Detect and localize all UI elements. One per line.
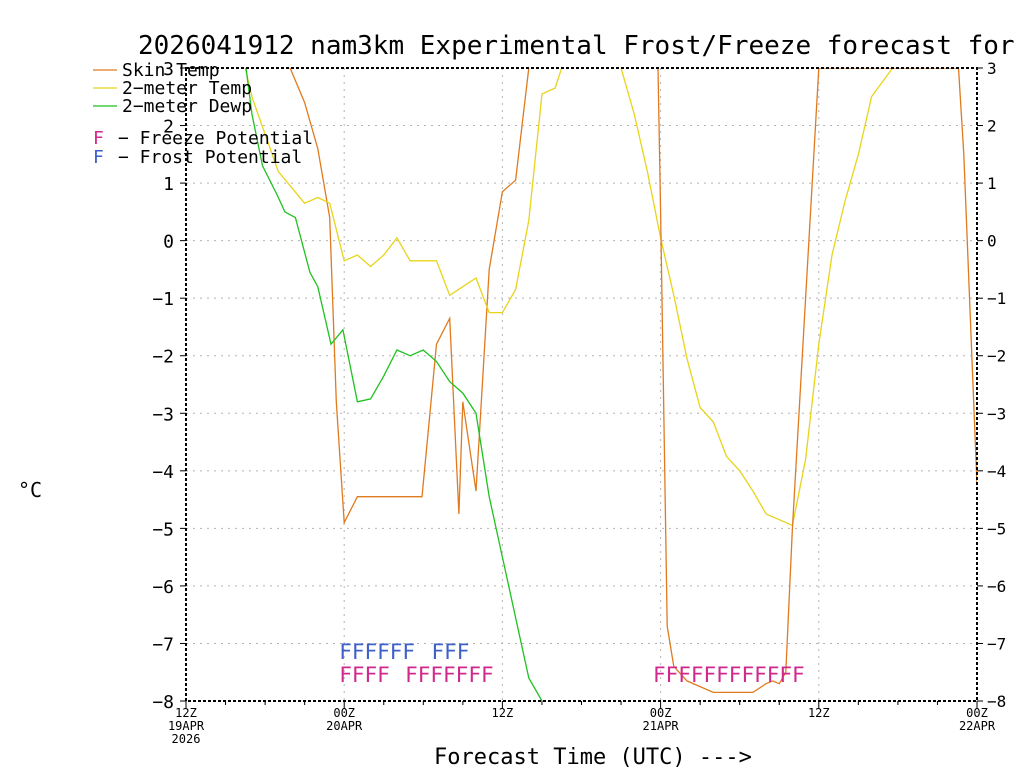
legend-marker-label: − Freeze Potential [118, 128, 313, 149]
y-tick-label: −3 [152, 404, 174, 425]
frost-freeze-annotations: FFFFFF FFFFFFF FFFFFFF FFFFFFFFFFFF [339, 640, 804, 687]
legend-label: 2−meter Dewp [122, 96, 252, 117]
x-tick-label: 00Z [650, 706, 672, 720]
y-tick-label-right: 0 [987, 232, 997, 251]
x-tick-label: 2026 [172, 732, 201, 746]
y-tick-label-right: 1 [987, 174, 997, 193]
grid-lines [186, 68, 977, 701]
x-tick-label: 00Z [966, 706, 988, 720]
y-axis-left: 3 2 1 0 −1 −2 −3 −4 −5 −6 −7 −8 [152, 59, 186, 713]
plot-frame [185, 67, 978, 702]
y-tick-label-right: 2 [987, 117, 997, 136]
y-tick-label: −2 [152, 347, 174, 368]
y-tick-label: −1 [152, 289, 174, 310]
legend-marker-label: − Frost Potential [118, 147, 302, 168]
y-tick-label-right: −7 [987, 634, 1006, 653]
y-tick-label: 3 [163, 59, 174, 80]
x-tick-label: 22APR [959, 719, 996, 733]
series-line-skin [289, 68, 530, 526]
x-tick-label: 21APR [643, 719, 680, 733]
legend-marker-letter: F [93, 128, 104, 149]
legend-label: 2−meter Temp [122, 78, 252, 99]
y-tick-label: −6 [152, 577, 174, 598]
x-tick-label: 12Z [492, 706, 514, 720]
y-tick-label-right: 3 [987, 59, 997, 78]
legend-marker-letter: F [93, 147, 104, 168]
y-axis-right: 3 2 1 0 −1 −2 −3 −4 −5 −6 −7 −8 [977, 59, 1006, 711]
x-tick-label: 12Z [808, 706, 830, 720]
x-tick-label: 19APR [168, 719, 205, 733]
y-tick-label: −8 [152, 692, 174, 713]
x-tick-label: 12Z [175, 706, 197, 720]
y-tick-label: 1 [163, 174, 174, 195]
y-tick-label: 2 [163, 117, 174, 138]
y-tick-label-right: −3 [987, 404, 1006, 423]
annotation-freeze: FFFFFFF [405, 663, 494, 687]
y-tick-label-right: −6 [987, 577, 1006, 596]
series-lines [244, 68, 977, 701]
y-tick-label-right: −5 [987, 519, 1006, 538]
x-axis-label: Forecast Time (UTC) ---> [434, 745, 752, 768]
y-tick-label-right: −2 [987, 347, 1006, 366]
y-tick-label: −5 [152, 519, 174, 540]
series-line-skin [657, 68, 977, 694]
y-tick-label: −7 [152, 634, 174, 655]
x-tick-label: 00Z [333, 706, 355, 720]
series-line-dewp [245, 68, 543, 701]
y-tick-label-right: −4 [987, 462, 1006, 481]
y-tick-label-right: −8 [987, 692, 1006, 711]
annotation-frost: FFFFFF [339, 640, 415, 664]
chart-title: 2026041912 nam3km Experimental Frost/Fre… [138, 31, 1024, 61]
y-tick-label: −4 [152, 462, 174, 483]
y-tick-label: 0 [163, 232, 174, 253]
series-line-temp [244, 68, 894, 527]
annotation-freeze: FFFF [339, 663, 390, 687]
x-tick-label: 20APR [326, 719, 363, 733]
annotation-frost: FFF [431, 640, 469, 664]
legend-label: Skin Temp [122, 60, 220, 81]
y-tick-label-right: −1 [987, 289, 1006, 308]
y-axis-label: °C [18, 478, 42, 502]
annotation-freeze: FFFFFFFFFFFF [653, 663, 805, 687]
